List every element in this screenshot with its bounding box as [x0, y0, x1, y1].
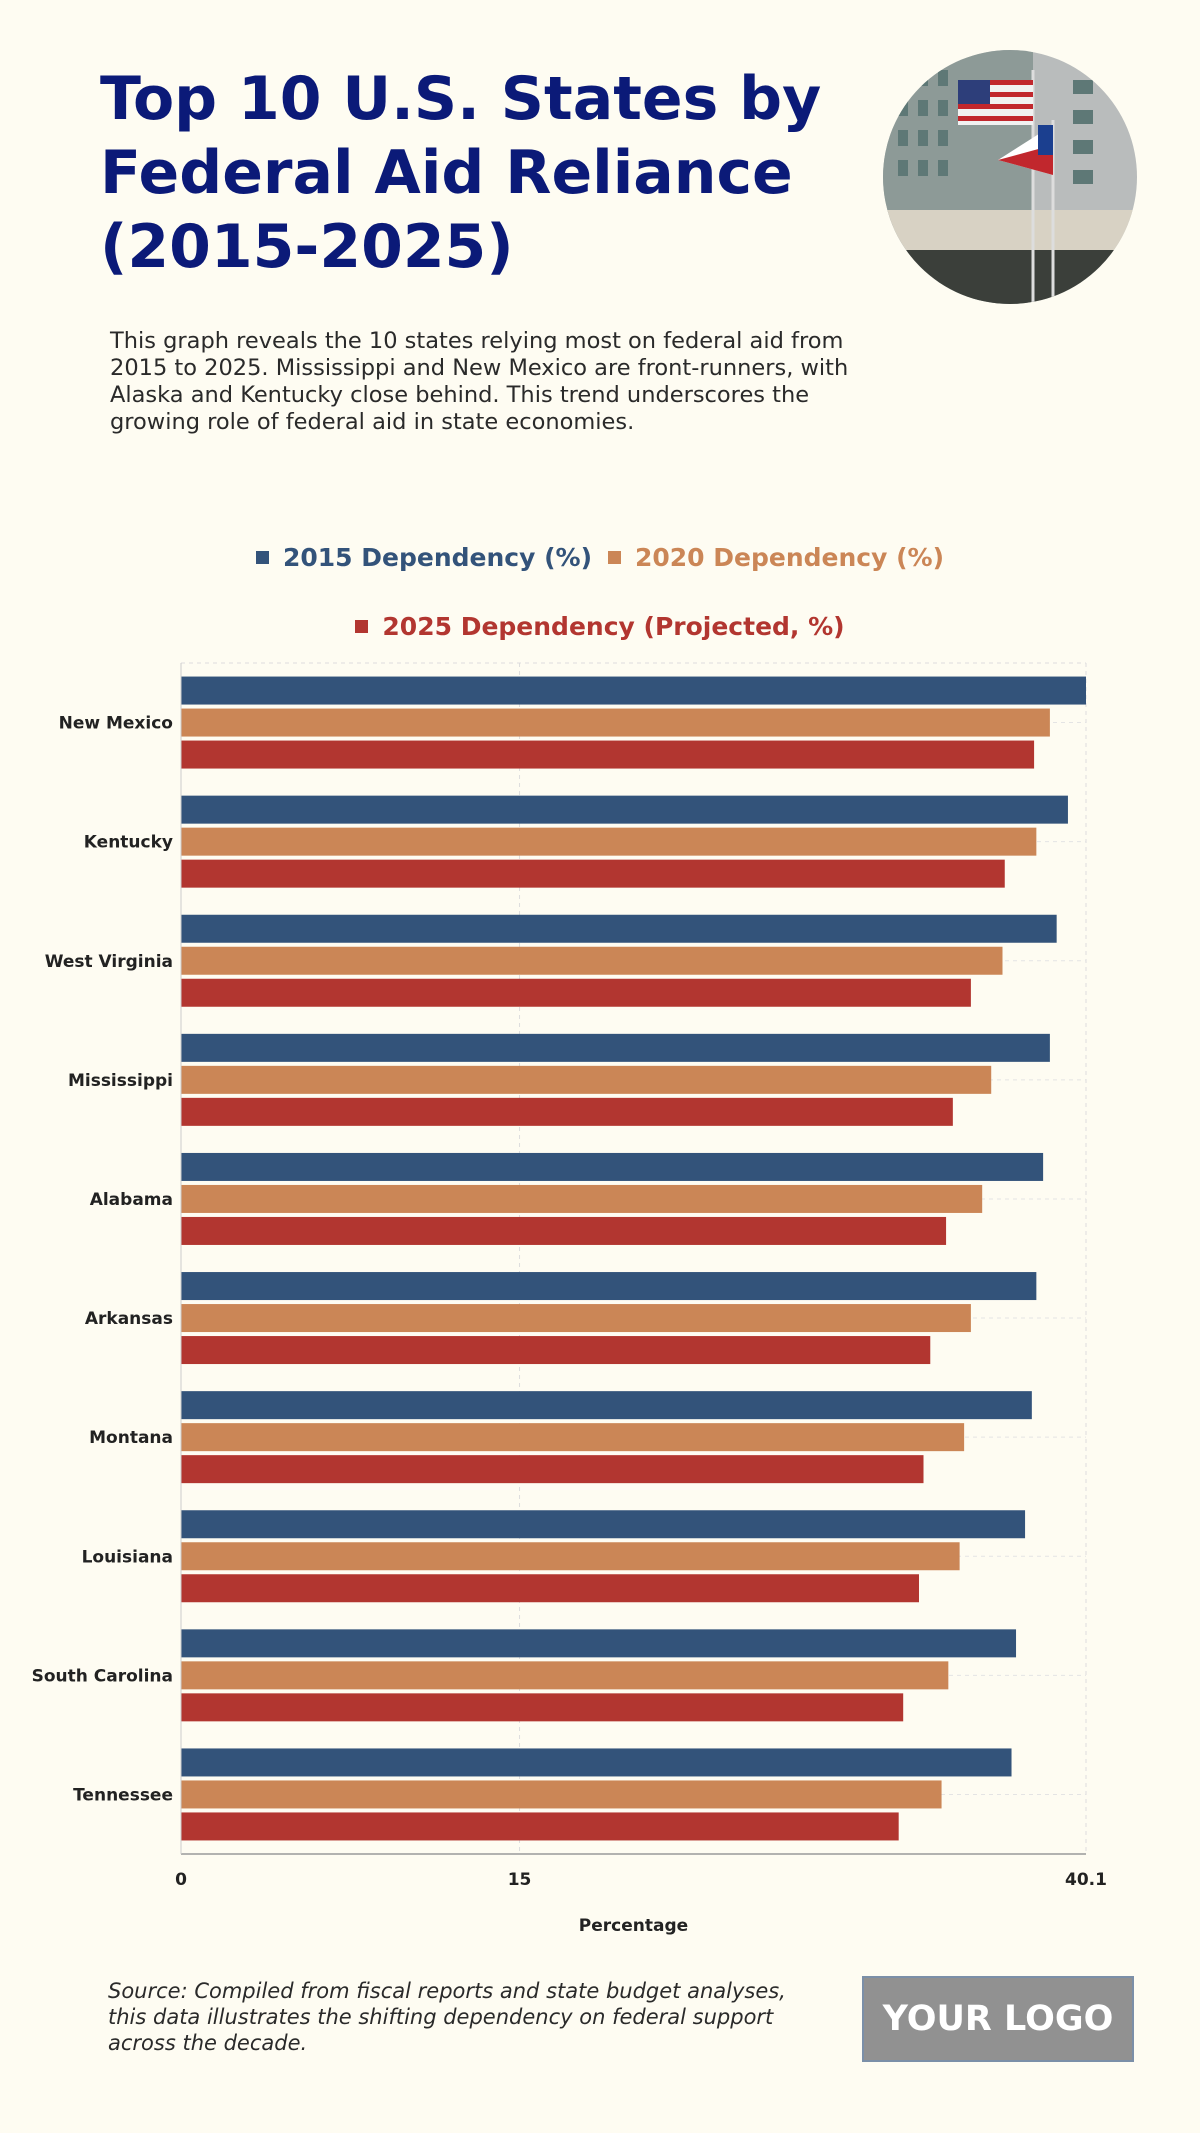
bar-mississippi-2: [181, 1097, 953, 1126]
x-axis-title: Percentage: [579, 1916, 688, 1936]
source-note: Source: Compiled from fiscal reports and…: [108, 1979, 786, 2055]
category-label: South Carolina: [32, 1666, 173, 1686]
bar-mississippi-0: [181, 1033, 1050, 1062]
bar-arkansas-2: [181, 1336, 931, 1365]
legend-swatch-2025: [355, 620, 369, 633]
page-title: Top 10 U.S. States by Federal Aid Relian…: [100, 64, 822, 282]
bar-alabama-0: [181, 1152, 1044, 1181]
category-label: Alabama: [90, 1190, 173, 1210]
bar-montana-2: [181, 1455, 924, 1484]
legend-row-2: 2025 Dependency (Projected, %): [0, 612, 1200, 641]
bar-west-virginia-0: [181, 914, 1057, 943]
bar-montana-1: [181, 1423, 965, 1452]
legend-label-2020: 2020 Dependency (%): [635, 543, 945, 572]
legend-label-2015: 2015 Dependency (%): [282, 543, 592, 572]
logo-placeholder: YOUR LOGO: [862, 1976, 1134, 2062]
bar-kentucky-0: [181, 795, 1068, 824]
bar-tennessee-2: [181, 1812, 899, 1841]
bar-chart: New Mexico Kentucky West Virginia Mississip…: [32, 662, 1107, 1936]
bar-south-carolina-0: [181, 1629, 1017, 1658]
category-label: Montana: [89, 1428, 173, 1448]
bar-louisiana-1: [181, 1542, 960, 1571]
bar-kentucky-1: [181, 827, 1037, 856]
bar-south-carolina-1: [181, 1661, 949, 1690]
category-label: Mississippi: [68, 1071, 173, 1091]
bar-alabama-2: [181, 1216, 947, 1245]
bar-west-virginia-2: [181, 978, 971, 1007]
bar-arkansas-0: [181, 1272, 1037, 1301]
legend-swatch-2020: [608, 551, 621, 564]
bar-alabama-1: [181, 1184, 983, 1213]
bar-arkansas-1: [181, 1304, 971, 1333]
bar-louisiana-0: [181, 1510, 1026, 1539]
legend-label-2025: 2025 Dependency (Projected, %): [382, 612, 845, 641]
bar-new-mexico-2: [181, 740, 1035, 769]
legend-swatch-2015: [255, 551, 269, 564]
x-tick-label: 0: [175, 1870, 187, 1890]
bar-kentucky-2: [181, 859, 1005, 888]
legend-item-2025: 2025 Dependency (Projected, %): [355, 612, 845, 641]
category-label: Arkansas: [85, 1309, 173, 1329]
legend-item-2015: 2015 Dependency (%): [255, 543, 592, 572]
legend-row-1: 2015 Dependency (%) 2020 Dependency (%): [0, 543, 1200, 572]
bar-montana-0: [181, 1391, 1032, 1420]
description: This graph reveals the 10 states relying…: [110, 328, 849, 435]
bar-louisiana-2: [181, 1574, 919, 1603]
bar-west-virginia-1: [181, 946, 1003, 975]
legend-item-2020: 2020 Dependency (%): [608, 543, 944, 572]
bar-tennessee-0: [181, 1748, 1012, 1777]
category-label: Louisiana: [82, 1547, 173, 1567]
bar-new-mexico-0: [181, 676, 1086, 705]
bar-new-mexico-1: [181, 708, 1050, 737]
capitol-flags-photo: [883, 50, 1137, 304]
x-tick-label: 15: [508, 1870, 532, 1890]
bar-tennessee-1: [181, 1780, 942, 1809]
category-label: Tennessee: [73, 1785, 173, 1805]
x-tick-label: 40.1: [1065, 1870, 1107, 1890]
category-label: New Mexico: [59, 714, 173, 734]
category-label: West Virginia: [45, 952, 173, 972]
bar-mississippi-1: [181, 1065, 992, 1094]
bar-south-carolina-2: [181, 1693, 904, 1722]
category-label: Kentucky: [84, 833, 173, 853]
